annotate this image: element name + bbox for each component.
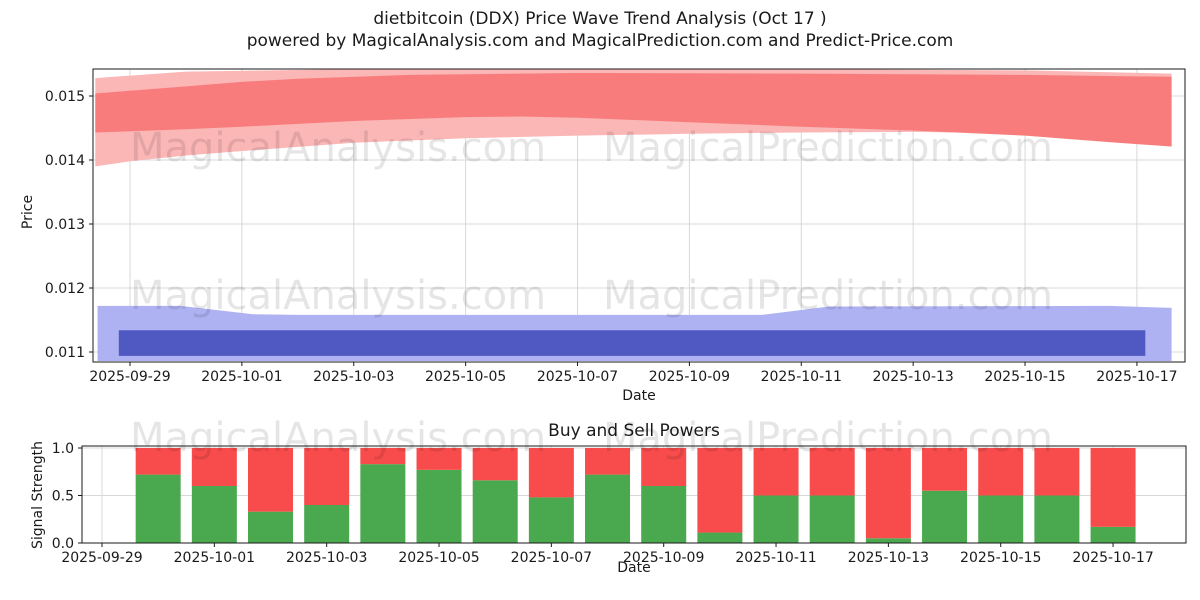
bar-sell-segment: [865, 448, 911, 539]
y-tick-label: 0.015: [45, 89, 85, 105]
x-tick-label: 2025-09-29: [89, 369, 170, 385]
bar-sell-segment: [416, 448, 462, 470]
date-axis-label-bottom: Date: [617, 560, 651, 576]
bar-sell-segment: [585, 448, 631, 475]
x-tick-label: 2025-10-01: [201, 369, 282, 385]
x-tick-label: 2025-10-03: [286, 550, 367, 566]
bar-buy-segment: [697, 532, 743, 543]
bar-sell-segment: [360, 448, 406, 465]
bar-buy-segment: [865, 538, 911, 543]
bar-buy-segment: [135, 474, 181, 543]
bar-sell-segment: [135, 448, 181, 475]
bar-sell-segment: [304, 448, 350, 505]
bar-buy-segment: [472, 480, 518, 543]
plot-frame-bottom: [81, 445, 1187, 544]
bar-sell-segment: [697, 448, 743, 533]
x-tick-label: 2025-10-01: [174, 550, 255, 566]
figure-subtitle: powered by MagicalAnalysis.com and Magic…: [246, 31, 954, 51]
plot-frame-top: [92, 68, 1186, 363]
bar-sell-segment: [472, 448, 518, 481]
x-tick-label: 2025-10-13: [848, 550, 929, 566]
figure-title: dietbitcoin (DDX) Price Wave Trend Analy…: [373, 9, 827, 29]
bar-buy-segment: [528, 497, 574, 543]
bar-sell-segment: [753, 448, 799, 496]
bar-sell-segment: [922, 448, 968, 491]
bar-buy-segment: [641, 486, 687, 543]
x-tick-label: 2025-10-09: [649, 369, 730, 385]
x-tick-label: 2025-10-17: [1072, 550, 1153, 566]
bar-sell-segment: [528, 448, 574, 498]
date-axis-label-top: Date: [622, 388, 656, 404]
bar-buy-segment: [922, 490, 968, 543]
x-tick-label: 2025-10-15: [960, 550, 1041, 566]
x-tick-label: 2025-10-11: [761, 369, 842, 385]
bar-buy-segment: [1090, 526, 1136, 543]
x-tick-label: 2025-10-15: [984, 369, 1065, 385]
bar-buy-segment: [585, 474, 631, 543]
x-tick-label: 2025-10-17: [1096, 369, 1177, 385]
y-tick-label: 0.011: [45, 345, 85, 361]
bar-sell-segment: [809, 448, 855, 496]
bar-buy-segment: [304, 505, 350, 543]
x-tick-label: 2025-10-03: [313, 369, 394, 385]
bar-buy-segment: [416, 469, 462, 543]
buy-sell-powers-title: Buy and Sell Powers: [548, 421, 720, 441]
bar-buy-segment: [978, 495, 1024, 543]
x-tick-label: 2025-10-07: [511, 550, 592, 566]
bar-buy-segment: [809, 495, 855, 543]
bar-sell-segment: [978, 448, 1024, 496]
y-tick-label: 0.013: [45, 217, 85, 233]
bar-sell-segment: [191, 448, 237, 486]
y-tick-label: 1.0: [52, 441, 74, 457]
price-band-lower-buy-band-inner: [118, 330, 1146, 356]
signal-strength-axis-label: Signal Strength: [30, 441, 46, 550]
x-tick-label: 2025-10-07: [537, 369, 618, 385]
bar-buy-segment: [191, 486, 237, 543]
price-band-upper-sell-band-inner: [95, 72, 1172, 147]
y-tick-label: 0.014: [45, 153, 85, 169]
x-tick-label: 2025-10-13: [872, 369, 953, 385]
x-tick-label: 2025-10-05: [425, 369, 506, 385]
x-tick-label: 2025-10-11: [735, 550, 816, 566]
x-tick-label: 2025-10-05: [398, 550, 479, 566]
y-tick-label: 0.0: [52, 536, 74, 552]
bar-buy-segment: [360, 464, 406, 543]
y-tick-label: 0.5: [52, 489, 74, 505]
price-axis-label: Price: [20, 194, 36, 230]
x-tick-label: 2025-10-09: [623, 550, 704, 566]
bar-sell-segment: [641, 448, 687, 486]
bar-sell-segment: [248, 448, 294, 512]
bar-buy-segment: [753, 495, 799, 543]
bar-buy-segment: [1034, 495, 1080, 543]
bar-sell-segment: [1034, 448, 1080, 496]
x-tick-label: 2025-09-29: [61, 550, 142, 566]
y-tick-label: 0.012: [45, 281, 85, 297]
bar-buy-segment: [248, 511, 294, 543]
bar-sell-segment: [1090, 448, 1136, 527]
